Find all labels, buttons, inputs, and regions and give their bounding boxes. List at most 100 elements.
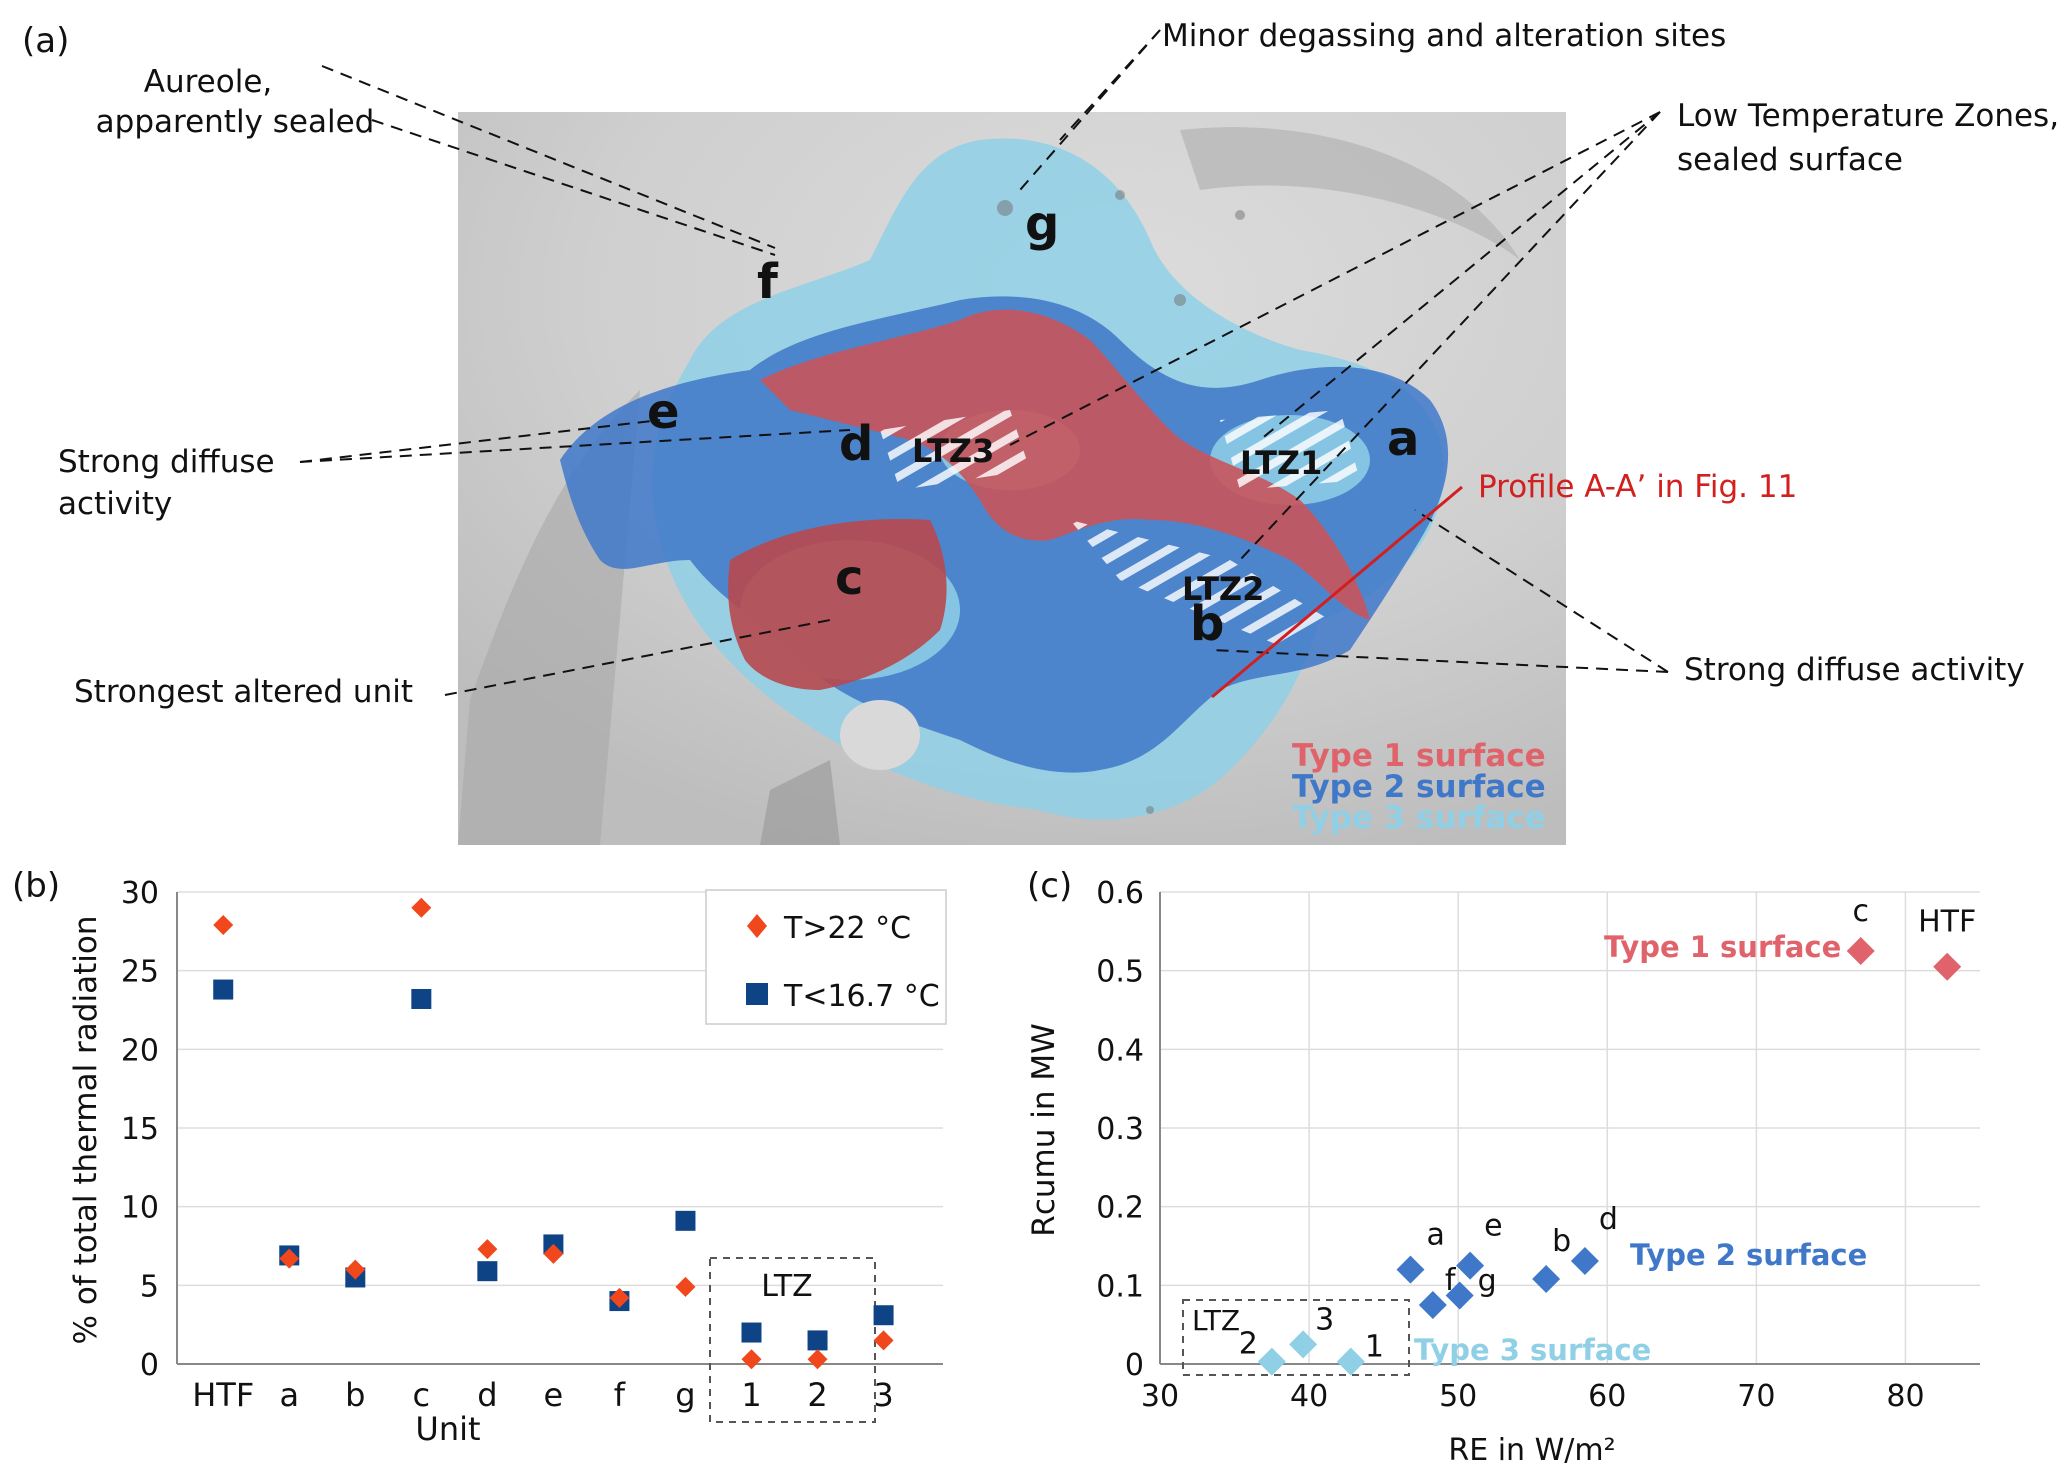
panel-c-point-label: d	[1599, 1202, 1618, 1237]
panel-c-point-d	[1570, 1246, 1599, 1275]
panel-c-point-c	[1846, 937, 1875, 965]
panel-c-type2-label: Type 2 surface	[1630, 1238, 1867, 1272]
panel-b-y-tick: 5	[140, 1269, 159, 1304]
panel-c-x-tick: 50	[1439, 1379, 1477, 1414]
panel-b-legend-box	[705, 889, 947, 1025]
panel-c-type1-label: Type 1 surface	[1604, 930, 1841, 964]
panel-c-x-tick: 70	[1737, 1379, 1775, 1414]
panel-c-point-1	[1336, 1347, 1365, 1376]
panel-b-x-tick: c	[413, 1376, 431, 1414]
unit-label-a: a	[1387, 411, 1419, 467]
panel-b-point-cold	[411, 988, 432, 1009]
panel-c-point-3	[1289, 1330, 1318, 1359]
type1-area	[760, 309, 1370, 620]
panel-c-series-labels: Type 1 surface Type 2 surface Type 3 sur…	[1414, 930, 1867, 1367]
panel-a-label: (a)	[22, 21, 69, 61]
panel-c-point-label: 2	[1239, 1327, 1258, 1362]
panel-c-y-tick: 0	[1125, 1348, 1144, 1383]
panel-b-point-warm	[411, 897, 432, 918]
panel-b-x-tick: 1	[741, 1376, 761, 1414]
legend-type2: Type 2 surface	[1292, 769, 1546, 805]
legend-marker-t167	[746, 983, 768, 1005]
panel-c-type3-label: Type 3 surface	[1414, 1333, 1651, 1367]
panel-c-point-a	[1396, 1255, 1425, 1284]
panel-b-x-tick: f	[614, 1376, 626, 1414]
annot-strong-left-1: Strong diffuse	[58, 444, 275, 480]
panel-b-ltz-label: LTZ	[761, 1269, 812, 1304]
panel-c-point-b	[1532, 1265, 1561, 1294]
panel-b-point-warm	[345, 1259, 366, 1280]
panel-c-x-tick: 60	[1588, 1379, 1626, 1414]
unit-label-c: c	[835, 550, 863, 606]
panel-c-x-label: RE in W/m²	[1448, 1433, 1615, 1468]
panel-c-point-HTF	[1933, 952, 1962, 981]
leader-lines	[299, 29, 1669, 696]
unit-label-d: d	[839, 416, 873, 472]
panel-b-y-tick: 30	[121, 876, 159, 911]
ltz3-label: LTZ3	[912, 432, 994, 470]
legend-marker-t22	[747, 914, 767, 938]
panel-b-label: (b)	[12, 866, 60, 906]
panel-c-y-tick: 0.1	[1096, 1269, 1144, 1304]
panel-c-point-label: c	[1852, 894, 1869, 929]
ltz1-label: LTZ1	[1240, 444, 1322, 482]
annot-profile: Profile A-A’ in Fig. 11	[1478, 469, 1797, 505]
panel-b-point-cold	[675, 1210, 696, 1231]
annot-ltz-1: Low Temperature Zones,	[1677, 98, 2059, 134]
annot-aureole-2: apparently sealed	[96, 104, 375, 140]
panel-a: (a)	[22, 18, 2059, 845]
ltz2-label: LTZ2	[1182, 570, 1264, 608]
annot-strongest: Strongest altered unit	[74, 674, 413, 710]
panel-c-y-tick: 0.4	[1096, 1033, 1144, 1068]
legend-label-t167: T<16.7 °C	[783, 979, 940, 1014]
panel-b-point-cold	[477, 1261, 498, 1282]
panel-b-x-tick: 3	[873, 1376, 893, 1414]
annot-aureole-1: Aureole,	[144, 64, 273, 100]
unit-label-g: g	[1025, 196, 1059, 252]
panel-c-point-label: b	[1552, 1224, 1571, 1259]
panel-c-y-tick: 0.3	[1096, 1112, 1144, 1147]
panel-c-y-label: Rcumu in MW	[1026, 1023, 1062, 1236]
profile-line	[1211, 485, 1463, 699]
panel-b-x-tick: g	[675, 1376, 695, 1414]
panel-c-point-label: g	[1478, 1264, 1497, 1299]
panel-c-point-e	[1456, 1251, 1485, 1280]
annot-ltz-2: sealed surface	[1677, 142, 1903, 178]
panel-b-x-tick: b	[345, 1376, 365, 1414]
panel-b-point-cold	[807, 1330, 828, 1351]
panel-b-point-warm	[609, 1287, 630, 1308]
panel-b: (b) 0 5 10 15 20 25 30 HTF a b c d e f g 1 2 3 Unit % of…	[12, 866, 947, 1448]
type1-area-c	[728, 519, 947, 690]
panel-b-point-warm	[807, 1349, 828, 1370]
panel-c-y-tick: 0.2	[1096, 1191, 1144, 1226]
panel-b-point-warm	[873, 1330, 894, 1351]
legend-label-t22: T>22 °C	[783, 911, 911, 946]
panel-c-y-tick: 0.6	[1096, 876, 1144, 911]
panel-c-point-label: e	[1484, 1209, 1502, 1244]
panel-b-x-label: Unit	[415, 1410, 480, 1448]
panel-b-y-label: % of total thermal radiation	[68, 916, 104, 1345]
legend-type1: Type 1 surface	[1292, 738, 1546, 774]
panel-b-y-tick: 25	[121, 955, 159, 990]
panel-b-legend: T>22 °C T<16.7 °C	[705, 889, 947, 1025]
panel-b-point-warm	[741, 1349, 762, 1370]
panel-b-y-tick: 10	[121, 1191, 159, 1226]
panel-b-x-tick: a	[279, 1376, 299, 1414]
unit-label-e: e	[647, 384, 680, 440]
panel-c-ltz-box	[1182, 1299, 1410, 1376]
panel-b-point-cold	[213, 979, 234, 1000]
panel-b-x-tick: 2	[807, 1376, 827, 1414]
type2-area	[560, 296, 1449, 773]
panel-c-ltz-label: LTZ	[1192, 1304, 1240, 1337]
panel-c-point-f	[1418, 1291, 1447, 1319]
panel-c: (c) 0 0.1 0.2 0.3 0.4 0.5 0.6 30 40 50 60 70 80 RE …	[1026, 866, 1980, 1468]
panel-c-point-label: 3	[1315, 1302, 1334, 1337]
panel-c-y-tick: 0.5	[1096, 955, 1144, 990]
panel-b-x-tick: HTF	[192, 1376, 254, 1414]
panel-c-x-tick: 80	[1886, 1379, 1924, 1414]
panel-b-point-warm	[543, 1243, 564, 1264]
annot-strong-right: Strong diffuse activity	[1684, 652, 2025, 688]
panel-b-point-cold	[873, 1305, 894, 1326]
